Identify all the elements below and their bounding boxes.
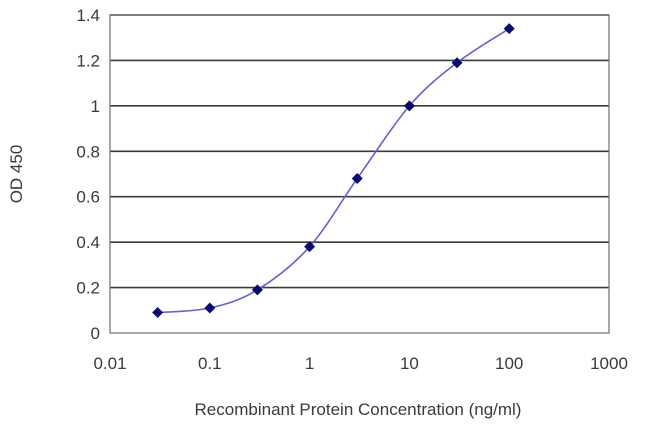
data-point — [152, 307, 164, 319]
x-tick-label: 1000 — [590, 354, 628, 373]
y-tick-label: 0.8 — [76, 142, 100, 161]
x-tick-label: 100 — [495, 354, 523, 373]
data-point — [251, 284, 263, 296]
x-axis-title: Recombinant Protein Concentration (ng/ml… — [195, 400, 522, 419]
x-tick-label: 0.1 — [198, 354, 222, 373]
data-point — [451, 57, 463, 69]
y-tick-label: 1 — [91, 97, 100, 116]
data-point — [204, 302, 216, 314]
y-tick-label: 0.6 — [76, 188, 100, 207]
y-tick-label: 0.2 — [76, 279, 100, 298]
gridlines — [110, 14, 609, 289]
x-tick-label: 0.01 — [93, 354, 126, 373]
y-tick-label: 0 — [91, 324, 100, 343]
data-point — [503, 23, 515, 35]
fit-curve — [157, 27, 510, 314]
y-tick-labels: 0 0.2 0.4 0.6 0.8 1 1.2 1.4 — [76, 6, 100, 343]
y-tick-label: 1.2 — [76, 51, 100, 70]
data-point — [304, 241, 316, 253]
y-axis-title: OD 450 — [7, 145, 26, 204]
x-tick-label: 10 — [400, 354, 419, 373]
data-point — [351, 173, 363, 185]
data-point — [403, 100, 415, 112]
x-tick-label: 1 — [305, 354, 314, 373]
y-tick-label: 0.4 — [76, 233, 100, 252]
y-tick-label: 1.4 — [76, 6, 100, 25]
x-tick-labels: 0.01 0.1 1 10 100 1000 — [93, 354, 627, 373]
plot-frame — [109, 14, 610, 334]
data-points — [152, 23, 515, 319]
